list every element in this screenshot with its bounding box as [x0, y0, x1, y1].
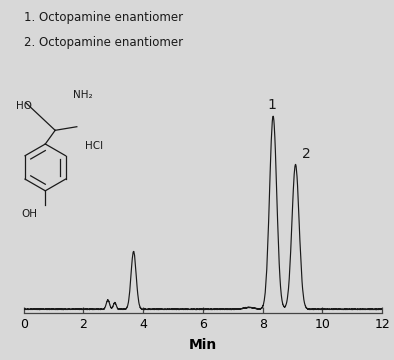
Text: NH₂: NH₂: [73, 90, 93, 100]
Text: HCl: HCl: [85, 141, 103, 151]
X-axis label: Min: Min: [189, 338, 217, 352]
Text: 2: 2: [301, 147, 310, 161]
Text: 2. Octopamine enantiomer: 2. Octopamine enantiomer: [24, 36, 183, 49]
Text: 1. Octopamine enantiomer: 1. Octopamine enantiomer: [24, 11, 183, 24]
Text: OH: OH: [22, 209, 37, 219]
Text: 1: 1: [267, 98, 276, 112]
Text: HO: HO: [16, 101, 32, 111]
